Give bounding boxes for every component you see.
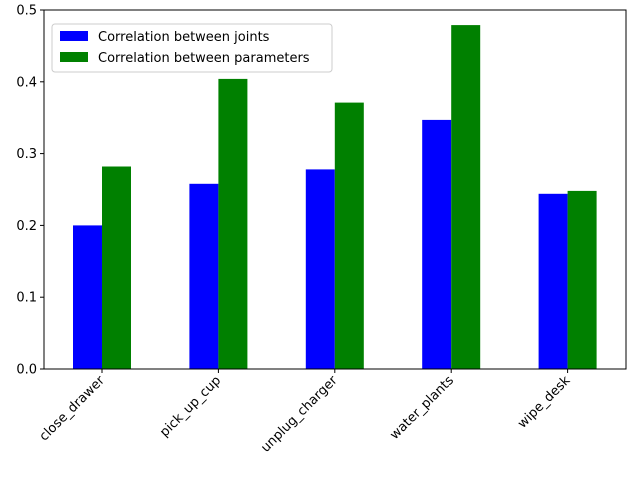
bar-joints-pick_up_cup bbox=[189, 183, 219, 369]
x-axis: close_drawer pick_up_cup unplug_charger wat… bbox=[37, 369, 574, 456]
bar-parameters-close_drawer bbox=[102, 166, 131, 369]
bar-joints-wipe_desk bbox=[538, 193, 568, 369]
x-tick-label: unplug_charger bbox=[258, 373, 341, 456]
legend: Correlation between joints Correlation b… bbox=[51, 23, 333, 73]
x-tick-label: close_drawer bbox=[37, 373, 109, 445]
y-tick-label: 0.4 bbox=[16, 75, 37, 90]
legend-label-parameters: Correlation between parameters bbox=[98, 51, 310, 66]
bar-parameters-pick_up_cup bbox=[218, 78, 248, 370]
legend-swatch-joints bbox=[60, 31, 88, 41]
y-tick-label: 0.2 bbox=[16, 219, 37, 234]
bar-joints-close_drawer bbox=[73, 225, 102, 369]
y-tick-label: 0.0 bbox=[16, 363, 37, 378]
bar-parameters-unplug_charger bbox=[334, 102, 364, 369]
x-tick-label: water_plants bbox=[387, 373, 457, 443]
x-tick-label: pick_up_cup bbox=[157, 373, 224, 440]
y-tick-label: 0.5 bbox=[16, 4, 37, 19]
y-axis: 0.0 0.1 0.2 0.3 0.4 0.5 bbox=[16, 4, 44, 378]
legend-swatch-parameters bbox=[60, 52, 88, 62]
bar-joints-unplug_charger bbox=[305, 169, 335, 369]
plot-frame bbox=[43, 9, 627, 370]
bar-joints-water_plants bbox=[422, 119, 452, 370]
y-tick-label: 0.3 bbox=[16, 147, 37, 162]
bar-parameters-wipe_desk bbox=[567, 190, 597, 369]
x-tick-label: wipe_desk bbox=[515, 373, 574, 432]
y-tick-label: 0.1 bbox=[16, 291, 37, 306]
legend-label-joints: Correlation between joints bbox=[98, 30, 270, 45]
bars-group bbox=[73, 25, 597, 370]
legend-box bbox=[51, 23, 333, 73]
bar-parameters-water_plants bbox=[451, 25, 481, 369]
